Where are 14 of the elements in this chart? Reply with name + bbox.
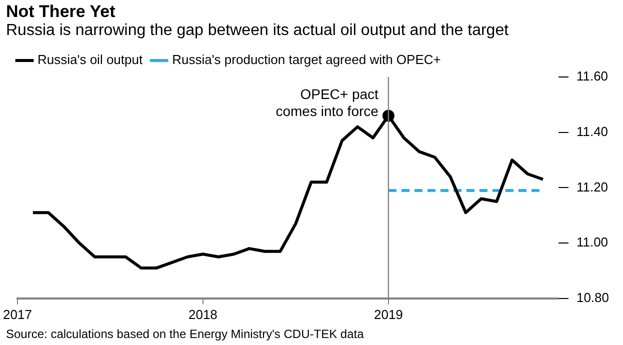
chart-title: Not There Yet (6, 2, 116, 22)
source-note: Source: calculations based on the Energy Ministry's CDU-TEK data (6, 327, 364, 341)
y-tick-label: 10.80 (576, 290, 610, 305)
y-tick-label: 11.40 (576, 124, 608, 139)
ref-line-label: OPEC+ pact comes into force (276, 86, 379, 119)
y-tick-label: 11.00 (576, 234, 608, 250)
chart-subtitle: Russia is narrowing the gap between its actual oil output and the target (6, 22, 509, 40)
x-tick-label: 2019 (374, 306, 403, 322)
legend-label: Russia's oil output (38, 52, 143, 68)
x-tick-label: 2017 (3, 306, 32, 322)
legend-label: Russia's production target agreed with OPEC+ (172, 52, 441, 68)
x-tick-label: 2018 (188, 306, 218, 322)
y-tick-label: 11.60 (576, 68, 608, 84)
y-tick-label: 11.20 (576, 179, 608, 194)
